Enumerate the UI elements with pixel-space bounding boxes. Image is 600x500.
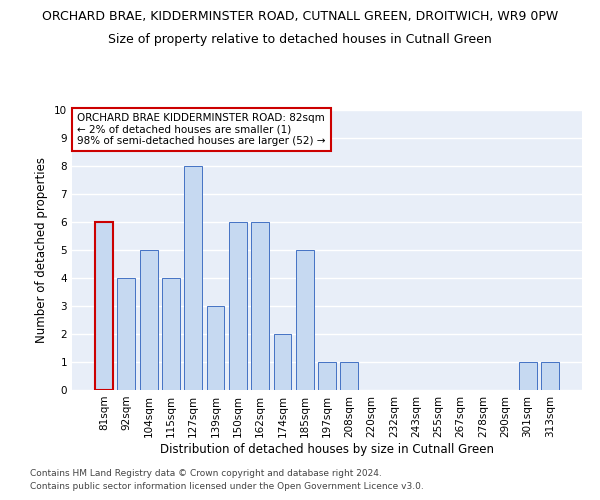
Text: Contains public sector information licensed under the Open Government Licence v3: Contains public sector information licen… (30, 482, 424, 491)
Text: Contains HM Land Registry data © Crown copyright and database right 2024.: Contains HM Land Registry data © Crown c… (30, 468, 382, 477)
Text: ORCHARD BRAE, KIDDERMINSTER ROAD, CUTNALL GREEN, DROITWICH, WR9 0PW: ORCHARD BRAE, KIDDERMINSTER ROAD, CUTNAL… (42, 10, 558, 23)
Bar (206, 306, 224, 390)
Bar (518, 362, 536, 390)
Bar (162, 278, 180, 390)
Bar (118, 278, 136, 390)
Bar (95, 222, 113, 390)
Bar (318, 362, 336, 390)
Bar (184, 166, 202, 390)
Bar (274, 334, 292, 390)
X-axis label: Distribution of detached houses by size in Cutnall Green: Distribution of detached houses by size … (160, 442, 494, 456)
Text: ORCHARD BRAE KIDDERMINSTER ROAD: 82sqm
← 2% of detached houses are smaller (1)
9: ORCHARD BRAE KIDDERMINSTER ROAD: 82sqm ←… (77, 113, 326, 146)
Bar (296, 250, 314, 390)
Bar (229, 222, 247, 390)
Y-axis label: Number of detached properties: Number of detached properties (35, 157, 49, 343)
Bar (340, 362, 358, 390)
Bar (541, 362, 559, 390)
Bar (140, 250, 158, 390)
Text: Size of property relative to detached houses in Cutnall Green: Size of property relative to detached ho… (108, 32, 492, 46)
Bar (251, 222, 269, 390)
